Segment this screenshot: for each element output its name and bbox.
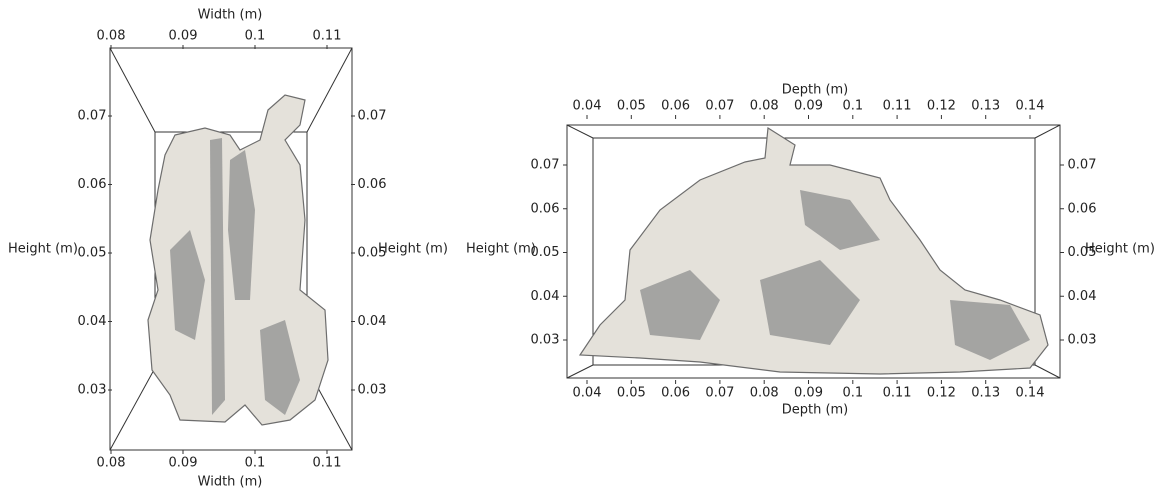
tick-label: 0.05: [78, 246, 107, 261]
tick-label: 0.08: [750, 386, 779, 401]
tick-label: 0.1: [842, 386, 863, 401]
tick-label: 0.11: [883, 99, 912, 114]
tick-label: 0.07: [705, 386, 734, 401]
tick-label: 0.06: [358, 177, 387, 192]
axis-title: Width (m): [198, 475, 263, 490]
screenshot: 0.08 0.09 0.1 0.11 Width (m) 0.08 0.09 0.1 0.11 W…: [0, 0, 1169, 493]
tick-label: 0.14: [1016, 386, 1045, 401]
box-edge: [110, 368, 155, 450]
tick-label: 0.06: [78, 177, 107, 192]
panel-side-view: [567, 125, 1060, 378]
tick-label: 0.06: [661, 99, 690, 114]
tick-label: 0.05: [617, 99, 646, 114]
tick-label: 0.06: [661, 386, 690, 401]
tick-label: 0.1: [842, 99, 863, 114]
tick-label: 0.04: [358, 314, 387, 329]
tick-label: 0.13: [971, 386, 1000, 401]
tick-label: 0.11: [313, 456, 342, 471]
tick-label: 0.06: [1068, 201, 1097, 216]
tick-label: 0.07: [1068, 158, 1097, 173]
tick-label: 0.03: [78, 383, 107, 398]
axis-title: Height (m): [8, 242, 78, 257]
tick-label: 0.11: [883, 386, 912, 401]
tick-label: 0.09: [794, 99, 823, 114]
tick-label: 0.07: [78, 109, 107, 124]
tick-label: 0.03: [1068, 333, 1097, 348]
tick-label: 0.13: [971, 99, 1000, 114]
tick-label: 0.09: [794, 386, 823, 401]
axis-title: Height (m): [466, 242, 536, 257]
tick-label: 0.08: [750, 99, 779, 114]
tick-label: 0.06: [531, 201, 560, 216]
axis-title: Depth (m): [782, 83, 849, 98]
tick-label: 0.04: [1068, 289, 1097, 304]
axis-title: Height (m): [378, 242, 448, 257]
tick-label: 0.09: [169, 456, 198, 471]
axis-title: Width (m): [198, 8, 263, 23]
box-edge: [1035, 365, 1060, 378]
tick-label: 0.04: [531, 289, 560, 304]
panel-front-view: [110, 48, 352, 450]
tick-label: 0.07: [705, 99, 734, 114]
tick-label: 0.12: [927, 99, 956, 114]
tick-label: 0.08: [97, 456, 126, 471]
box-edge: [307, 48, 352, 132]
tick-label: 0.07: [531, 158, 560, 173]
tick-label: 0.11: [313, 29, 342, 44]
axis-title: Depth (m): [782, 403, 849, 418]
box-edge: [567, 365, 593, 378]
tick-label: 0.05: [617, 386, 646, 401]
tick-label: 0.09: [169, 29, 198, 44]
tick-label: 0.03: [358, 383, 387, 398]
tick-label: 0.08: [97, 29, 126, 44]
tick-label: 0.1: [245, 456, 266, 471]
box-edge: [1035, 125, 1060, 138]
tick-label: 0.03: [531, 333, 560, 348]
tick-label: 0.04: [573, 386, 602, 401]
tick-label: 0.04: [573, 99, 602, 114]
tick-label: 0.14: [1016, 99, 1045, 114]
box-edge: [567, 125, 593, 138]
tick-label: 0.07: [358, 109, 387, 124]
tick-label: 0.04: [78, 314, 107, 329]
tick-label: 0.12: [927, 386, 956, 401]
tick-label: 0.1: [245, 29, 266, 44]
axis-title: Height (m): [1085, 242, 1155, 257]
box-edge: [110, 48, 155, 132]
